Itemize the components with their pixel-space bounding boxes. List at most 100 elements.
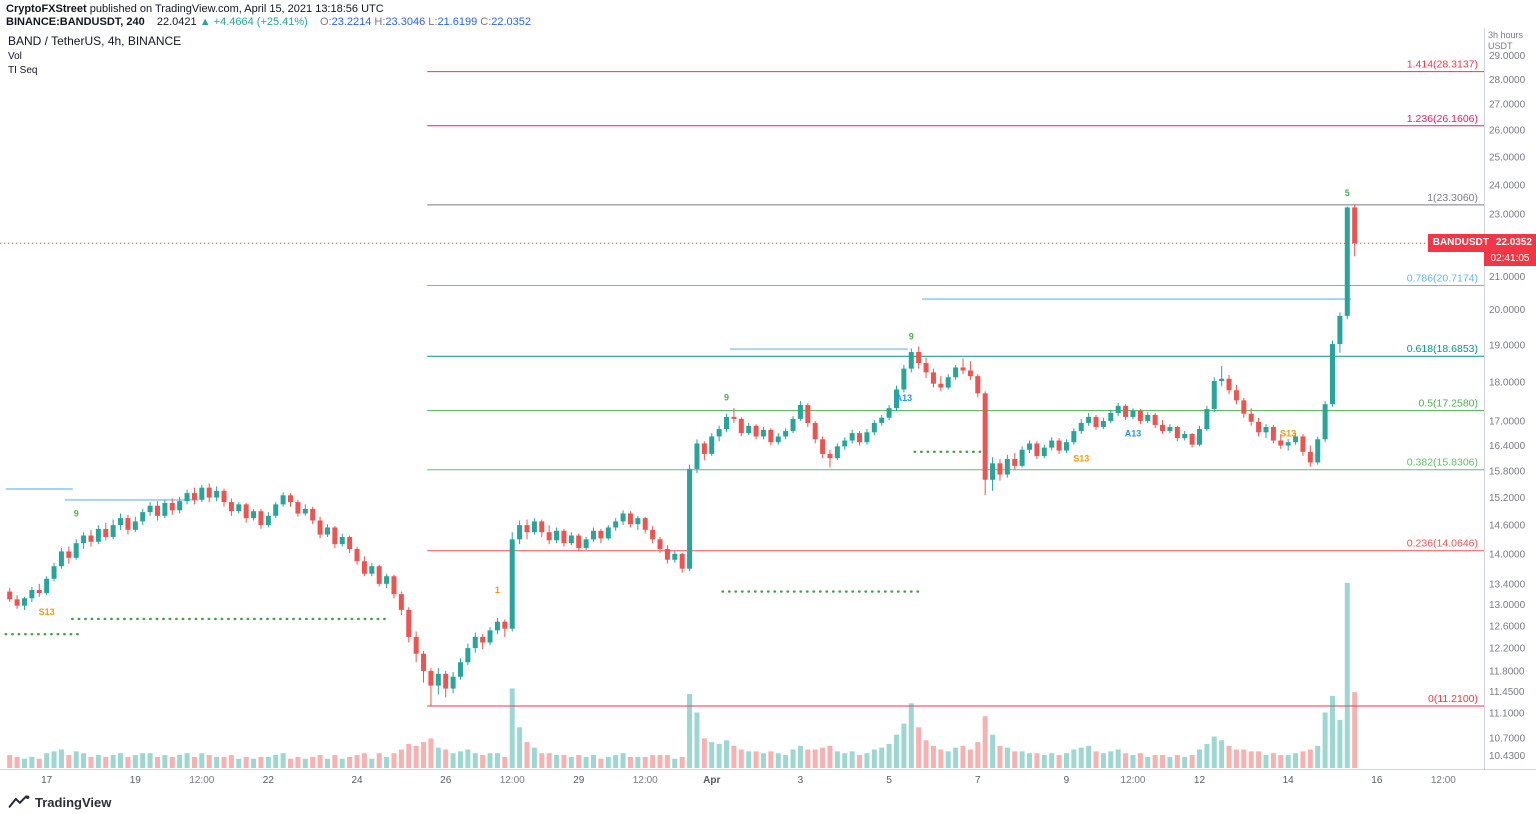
svg-text:26: 26 xyxy=(440,775,452,786)
svg-text:16: 16 xyxy=(1371,775,1383,786)
svg-text:17.0000: 17.0000 xyxy=(1489,416,1526,427)
header-last-price: 22.0421 xyxy=(156,16,197,28)
svg-text:15.8000: 15.8000 xyxy=(1489,467,1526,478)
svg-text:28.0000: 28.0000 xyxy=(1489,75,1526,86)
svg-text:0.236(14.0646): 0.236(14.0646) xyxy=(1407,538,1478,550)
svg-text:10.7000: 10.7000 xyxy=(1489,733,1526,744)
svg-text:9: 9 xyxy=(74,509,79,519)
svg-text:A13: A13 xyxy=(896,393,913,403)
svg-text:14.0000: 14.0000 xyxy=(1489,549,1526,560)
tradingview-logo-icon[interactable] xyxy=(8,794,30,810)
high-label: H: xyxy=(374,16,386,28)
open-label: O: xyxy=(319,16,332,28)
svg-text:12:00: 12:00 xyxy=(633,775,658,786)
legend-symbol-title[interactable]: BAND / TetherUS, 4h, BINANCE xyxy=(8,34,182,48)
low-label: L: xyxy=(428,16,438,28)
time-axis[interactable]: 17 19 12:00 22 24 26 12:00 29 12:00 Apr 3 5 7 9 12:00 1… xyxy=(41,775,1456,786)
svg-text:21.0000: 21.0000 xyxy=(1489,272,1526,283)
chart-legend: BAND / TetherUS, 4h, BINANCE Vol TI Seq xyxy=(8,34,181,76)
high-value: 23.3046 xyxy=(385,16,426,28)
volume-layer xyxy=(7,583,1358,768)
svg-text:19: 19 xyxy=(130,775,142,786)
svg-text:S13: S13 xyxy=(39,607,55,617)
fib-retracement-layer: 1.414(28.3137) 1.236(26.1606) 1(23.3060) 0.… xyxy=(427,59,1484,707)
svg-text:17: 17 xyxy=(41,775,53,786)
svg-text:0(11.2100): 0(11.2100) xyxy=(1428,693,1478,705)
svg-text:22: 22 xyxy=(263,775,275,786)
close-value: 22.0352 xyxy=(491,16,532,28)
symbol-ticker: BINANCE:BANDUSDT, 240 xyxy=(6,16,145,28)
svg-text:29: 29 xyxy=(573,775,585,786)
axis-note-line1: 3h hours xyxy=(1488,30,1524,40)
svg-text:14: 14 xyxy=(1283,775,1295,786)
tdst-lines-layer xyxy=(5,298,1352,501)
svg-text:16.4000: 16.4000 xyxy=(1489,441,1526,452)
svg-text:15.2000: 15.2000 xyxy=(1489,493,1526,504)
svg-text:27.0000: 27.0000 xyxy=(1489,100,1526,111)
svg-text:12: 12 xyxy=(1194,775,1206,786)
svg-text:Apr: Apr xyxy=(703,775,720,786)
svg-text:19.0000: 19.0000 xyxy=(1489,340,1526,351)
footer-bar: TradingView xyxy=(0,790,1536,814)
candlestick-chart[interactable]: 1.414(28.3137) 1.236(26.1606) 1(23.3060) 0.… xyxy=(0,0,1536,790)
axis-borders xyxy=(0,28,1536,770)
axis-note-line2: USDT xyxy=(1488,41,1513,51)
close-label: C: xyxy=(480,16,492,28)
svg-text:12:00: 12:00 xyxy=(1120,775,1145,786)
change-up-triangle-icon: ▲ xyxy=(199,16,211,28)
svg-text:9: 9 xyxy=(724,392,729,402)
svg-text:20.0000: 20.0000 xyxy=(1489,305,1526,316)
svg-text:14.6000: 14.6000 xyxy=(1489,521,1526,532)
svg-text:9: 9 xyxy=(909,331,914,341)
header-change: +4.4664 (+25.41%) xyxy=(213,16,308,28)
svg-text:26.0000: 26.0000 xyxy=(1489,126,1526,137)
svg-text:7: 7 xyxy=(975,775,981,786)
svg-text:0.618(18.6853): 0.618(18.6853) xyxy=(1407,343,1478,355)
annotations-layer: S13 9 1 9 A13 9 S13 A13 S13 5 xyxy=(39,188,1350,617)
badge-price: 22.0352 xyxy=(1495,237,1532,249)
low-value: 21.6199 xyxy=(437,16,478,28)
svg-text:0.786(20.7174): 0.786(20.7174) xyxy=(1407,273,1478,285)
svg-text:A13: A13 xyxy=(1125,428,1142,438)
svg-text:0.382(15.8306): 0.382(15.8306) xyxy=(1407,457,1478,469)
svg-text:25.0000: 25.0000 xyxy=(1489,152,1526,163)
svg-text:3: 3 xyxy=(798,775,804,786)
badge-symbol: BANDUSDT xyxy=(1432,237,1489,249)
svg-text:10.4300: 10.4300 xyxy=(1489,751,1526,762)
last-price-badge: BANDUSDT 22.0352 xyxy=(1427,234,1536,253)
svg-text:13.0000: 13.0000 xyxy=(1489,600,1526,611)
svg-text:5: 5 xyxy=(1345,188,1350,198)
tiseq-dotted-layer xyxy=(4,450,991,636)
open-value: 23.2214 xyxy=(331,16,372,28)
svg-text:1.414(28.3137): 1.414(28.3137) xyxy=(1407,59,1478,71)
countdown-value: 02:41:05 xyxy=(1490,253,1530,265)
svg-text:S13: S13 xyxy=(1073,454,1089,464)
svg-text:12:00: 12:00 xyxy=(500,775,525,786)
svg-text:12.6000: 12.6000 xyxy=(1489,622,1526,633)
legend-volume-indicator[interactable]: Vol xyxy=(8,51,22,62)
svg-text:11.8000: 11.8000 xyxy=(1489,666,1525,677)
price-axis-note: 3h hours USDT xyxy=(1488,30,1523,52)
legend-tiseq-indicator[interactable]: TI Seq xyxy=(8,65,38,76)
symbol-header: BINANCE:BANDUSDT, 240 22.0421 ▲ +4.4664 … xyxy=(6,16,531,28)
svg-text:12.2000: 12.2000 xyxy=(1489,644,1526,655)
svg-text:11.1000: 11.1000 xyxy=(1489,708,1525,719)
svg-text:29.0000: 29.0000 xyxy=(1489,51,1526,62)
price-axis[interactable]: 29.0000 28.0000 27.0000 26.0000 25.0000 24.00… xyxy=(1489,51,1526,762)
candles-layer xyxy=(7,204,1358,707)
svg-text:1(23.3060): 1(23.3060) xyxy=(1427,192,1478,204)
svg-text:24.0000: 24.0000 xyxy=(1489,180,1526,191)
svg-text:9: 9 xyxy=(1064,775,1070,786)
svg-text:11.4500: 11.4500 xyxy=(1489,687,1525,698)
svg-text:13.4000: 13.4000 xyxy=(1489,579,1526,590)
svg-text:S13: S13 xyxy=(1280,428,1296,438)
svg-text:0.5(17.2580): 0.5(17.2580) xyxy=(1418,398,1478,410)
svg-text:23.0000: 23.0000 xyxy=(1489,209,1526,220)
bar-countdown-badge: 02:41:05 xyxy=(1484,252,1536,267)
tradingview-logo-text[interactable]: TradingView xyxy=(35,794,112,810)
publish-header: CryptoFXStreet published on TradingView.… xyxy=(6,3,384,15)
svg-text:1: 1 xyxy=(495,585,500,595)
svg-text:12:00: 12:00 xyxy=(1431,775,1456,786)
publisher-name: CryptoFXStreet xyxy=(6,3,87,15)
